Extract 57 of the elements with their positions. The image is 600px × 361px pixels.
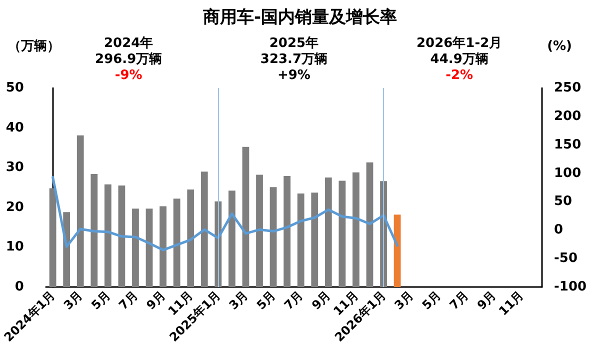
y2-tick-label: 200	[554, 108, 582, 124]
line-series	[52, 176, 399, 252]
text: 2024年 296.9万辆 -9%	[95, 36, 162, 83]
x-tick-label: 5月	[88, 288, 113, 312]
bar	[90, 174, 98, 287]
x-tick-label: 5月	[254, 288, 278, 312]
bar	[270, 187, 277, 287]
y2-tick-label: 150	[554, 137, 582, 152]
y2-tick-label: 0	[554, 222, 564, 238]
bar	[76, 135, 84, 287]
y2-tick-label: 250	[554, 80, 582, 96]
y-tick-label: 10	[6, 240, 24, 255]
y2-tick-label: 100	[554, 166, 582, 181]
y-axis-title: （万辆）	[8, 39, 60, 54]
bar	[228, 190, 236, 287]
bar	[104, 184, 112, 287]
x-tick-label: 5月	[419, 288, 444, 312]
x-tick-label: 7月	[446, 288, 472, 312]
bar	[173, 198, 180, 287]
y-tick-label: 30	[6, 160, 24, 176]
bar	[160, 206, 166, 287]
bar	[324, 178, 332, 287]
x-tick-label: 3月	[392, 288, 416, 312]
bar	[256, 174, 263, 287]
bar	[366, 162, 374, 287]
bar	[338, 180, 346, 287]
bar	[297, 193, 304, 287]
bar	[200, 172, 208, 287]
bar	[394, 214, 401, 287]
x-tick-label: 3月	[226, 288, 251, 312]
bar	[311, 192, 318, 287]
bar	[187, 189, 194, 287]
text: 2025年 323.7万辆 +9%	[260, 36, 328, 83]
bar	[242, 146, 250, 287]
y2-tick-label: 50	[554, 194, 572, 210]
x-tick-label: 9月	[309, 288, 334, 312]
y2-tick-label: -50	[554, 251, 578, 266]
bar	[118, 186, 126, 287]
x-tick-label: 9月	[144, 288, 168, 312]
bar	[352, 172, 360, 287]
bar	[284, 176, 291, 287]
y-tick-label: 40	[6, 120, 24, 136]
y2-axis-title: (%)	[547, 39, 572, 54]
y-tick-label: 20	[6, 200, 24, 215]
x-tick-label: 7月	[282, 288, 306, 312]
x-tick-label: 3月	[61, 288, 86, 312]
bar	[146, 208, 153, 287]
bar	[132, 208, 139, 287]
text: 2026年1-2月 44.9万辆 -2%	[416, 36, 502, 83]
y-tick-label: 0	[14, 280, 24, 294]
x-tick-label: 7月	[116, 288, 140, 312]
x-tick-label: 11月	[496, 288, 526, 318]
x-tick-label: 9月	[474, 288, 499, 312]
chart-title: 商用车-国内销量及增长率	[202, 8, 398, 28]
y2-tick-label: -100	[554, 280, 587, 294]
bar	[49, 188, 56, 287]
y-tick-label: 50	[6, 80, 24, 96]
